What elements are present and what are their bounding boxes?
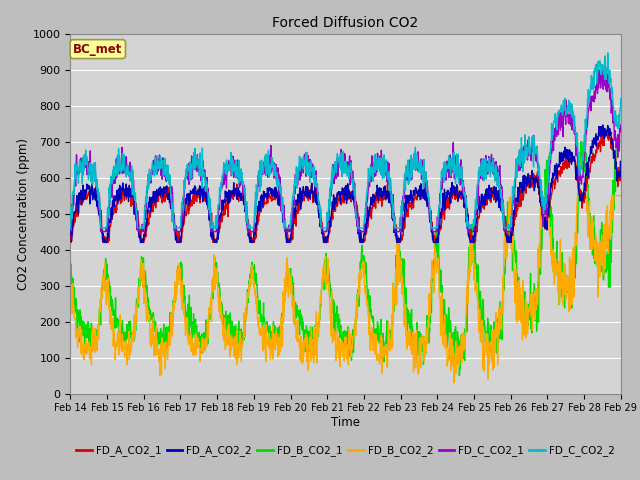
X-axis label: Time: Time — [331, 416, 360, 429]
Text: BC_met: BC_met — [73, 43, 122, 56]
Y-axis label: CO2 Concentration (ppm): CO2 Concentration (ppm) — [17, 138, 30, 289]
Title: Forced Diffusion CO2: Forced Diffusion CO2 — [273, 16, 419, 30]
Legend: FD_A_CO2_1, FD_A_CO2_2, FD_B_CO2_1, FD_B_CO2_2, FD_C_CO2_1, FD_C_CO2_2: FD_A_CO2_1, FD_A_CO2_2, FD_B_CO2_1, FD_B… — [72, 441, 620, 460]
